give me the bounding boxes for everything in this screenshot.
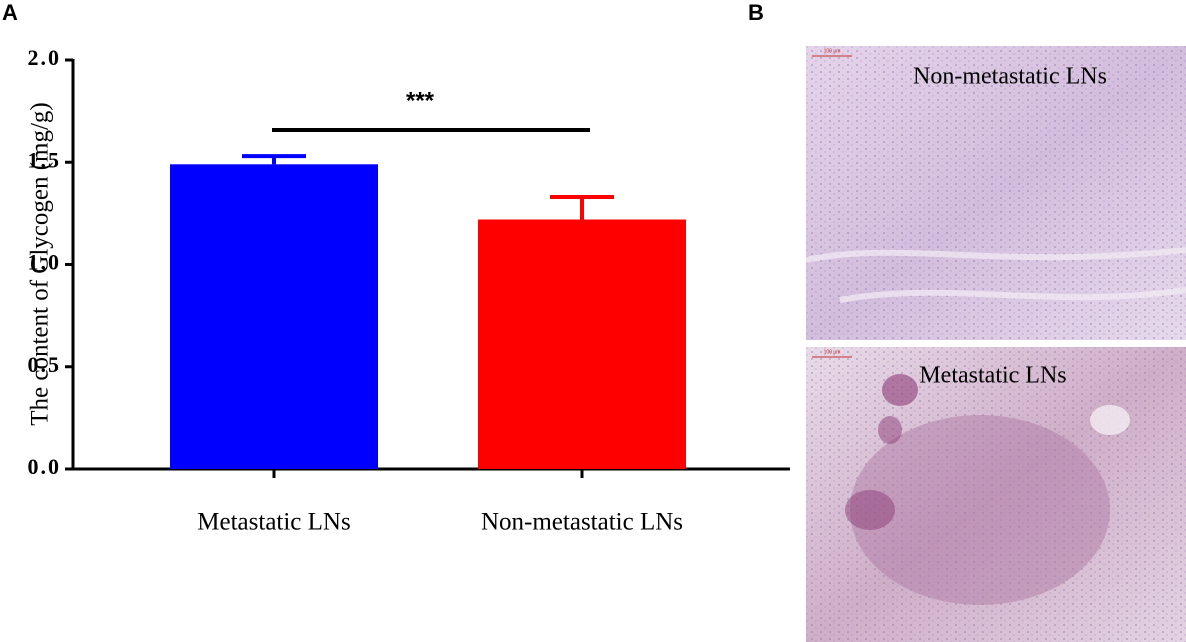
image-caption: Non-metastatic LNs xyxy=(913,64,1107,90)
scale-bar-label: 100 μm xyxy=(824,349,841,355)
histology-image: 100 μm Non-metastatic LNs xyxy=(805,46,1186,340)
y-tick-label: 1.0 xyxy=(28,250,62,275)
x-tick-label: Metastatic LNs xyxy=(197,509,350,536)
y-axis-label: The content of Glycogen (mg/g) xyxy=(27,102,54,426)
y-tick-label: 2.0 xyxy=(28,45,62,70)
panel-label: A xyxy=(2,0,18,25)
histology-image: 100 μm Metastatic LNs xyxy=(806,347,1186,642)
bar xyxy=(478,219,686,469)
x-tick-label: Non-metastatic LNs xyxy=(481,509,683,536)
panel-label: B xyxy=(748,0,764,25)
y-tick-label: 0.0 xyxy=(28,454,62,479)
plot: 0.0 0.5 1.0 1.5 2.0 Metastatic LNs Non-metasta… xyxy=(28,45,790,536)
y-tick-label: 1.5 xyxy=(28,147,62,172)
y-tick-label: 0.5 xyxy=(28,352,62,377)
image-caption: Metastatic LNs xyxy=(919,363,1066,389)
bar xyxy=(170,164,378,470)
scale-bar-label: 100 μm xyxy=(824,48,841,54)
significance-annotation: *** xyxy=(406,87,435,114)
